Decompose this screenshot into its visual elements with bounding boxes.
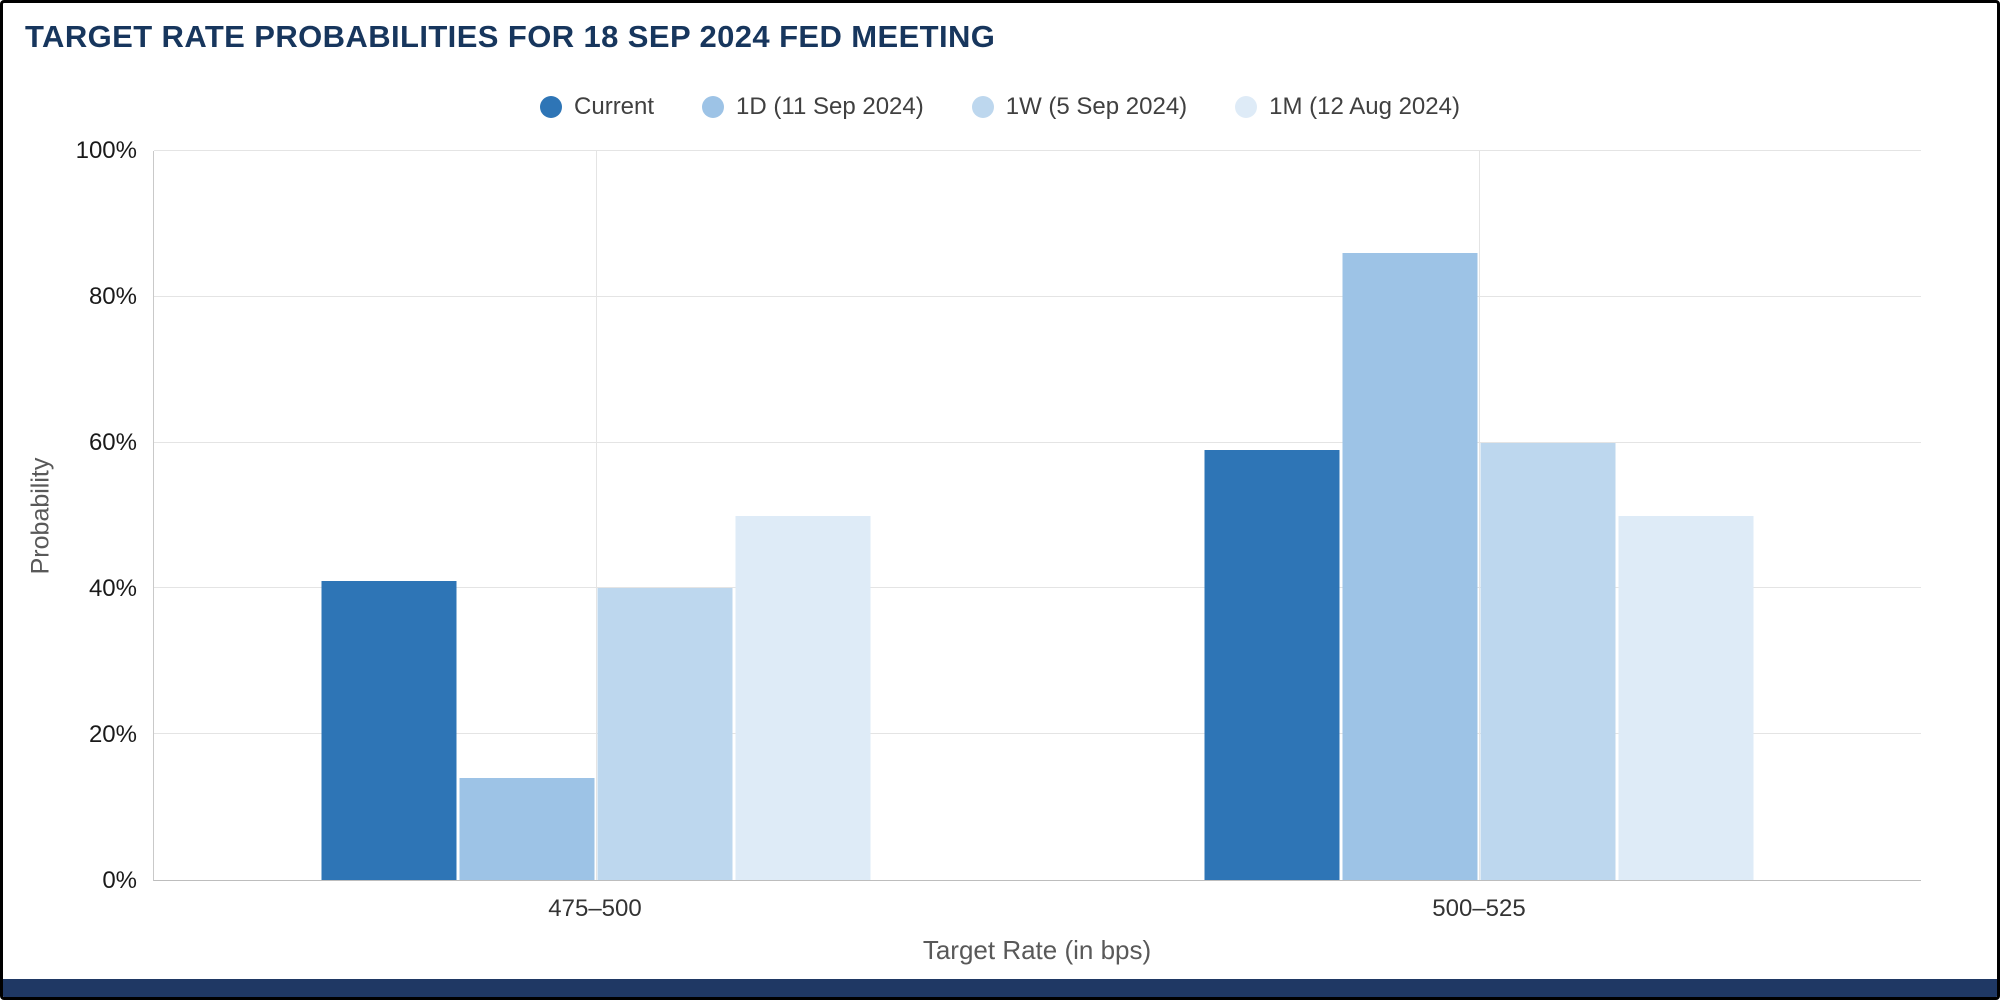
bar-1d-475–500[interactable] bbox=[459, 777, 595, 880]
legend-swatch-icon bbox=[1235, 96, 1258, 118]
v-gridline bbox=[1479, 151, 1481, 880]
y-tick-label: 60% bbox=[88, 429, 137, 456]
legend-label: Current bbox=[574, 93, 655, 120]
x-tick-label: 475–500 bbox=[548, 895, 642, 922]
bar-1w-475–500[interactable] bbox=[597, 588, 733, 880]
chart-title: TARGET RATE PROBABILITIES FOR 18 SEP 202… bbox=[25, 19, 996, 54]
y-axis-ticks: 0% 20% 40% 60% 80% 100% bbox=[3, 137, 145, 894]
h-gridline bbox=[154, 441, 1921, 443]
legend-swatch-icon bbox=[971, 96, 994, 118]
h-gridline bbox=[154, 150, 1921, 151]
bar-current-500–525[interactable] bbox=[1204, 449, 1340, 880]
x-ticks: 475–500 500–525 bbox=[153, 895, 1921, 923]
legend-label: 1W (5 Sep 2024) bbox=[1005, 93, 1188, 120]
plot-area bbox=[153, 150, 1922, 881]
bar-1m-475–500[interactable] bbox=[735, 515, 871, 880]
y-tick-label: 40% bbox=[88, 575, 137, 602]
legend: Current 1D (11 Sep 2024) 1W (5 Sep 2024) 1M… bbox=[3, 93, 1997, 121]
bars bbox=[1204, 151, 1754, 880]
bar-1w-500–525[interactable] bbox=[1480, 442, 1616, 880]
y-tick-label: 0% bbox=[102, 867, 137, 894]
footer-bar bbox=[3, 979, 1997, 997]
bar-1d-500–525[interactable] bbox=[1342, 253, 1478, 880]
legend-item-1w[interactable]: 1W (5 Sep 2024) bbox=[971, 93, 1188, 121]
legend-item-1d[interactable]: 1D (11 Sep 2024) bbox=[702, 93, 924, 121]
y-tick-label: 100% bbox=[75, 137, 137, 164]
bars bbox=[321, 151, 871, 880]
legend-swatch-icon bbox=[702, 96, 725, 118]
h-gridline bbox=[154, 733, 1921, 735]
x-axis-title: Target Rate (in bps) bbox=[922, 935, 1152, 965]
legend-item-current[interactable]: Current bbox=[540, 93, 654, 121]
y-tick-label: 80% bbox=[88, 283, 137, 310]
bar-current-475–500[interactable] bbox=[321, 581, 457, 880]
v-gridline bbox=[595, 151, 597, 880]
legend-label: 1D (11 Sep 2024) bbox=[736, 93, 924, 120]
bar-group-500–525 bbox=[1038, 151, 1922, 880]
bar-1m-500–525[interactable] bbox=[1618, 515, 1754, 880]
h-gridline bbox=[154, 295, 1921, 297]
bar-group-475–500 bbox=[154, 151, 1038, 880]
legend-item-1m[interactable]: 1M (12 Aug 2024) bbox=[1235, 93, 1460, 121]
h-gridline bbox=[154, 587, 1921, 589]
x-tick-label: 500–525 bbox=[1432, 895, 1526, 922]
y-tick-label: 20% bbox=[88, 721, 137, 748]
legend-label: 1M (12 Aug 2024) bbox=[1269, 93, 1460, 120]
legend-swatch-icon bbox=[540, 96, 563, 118]
